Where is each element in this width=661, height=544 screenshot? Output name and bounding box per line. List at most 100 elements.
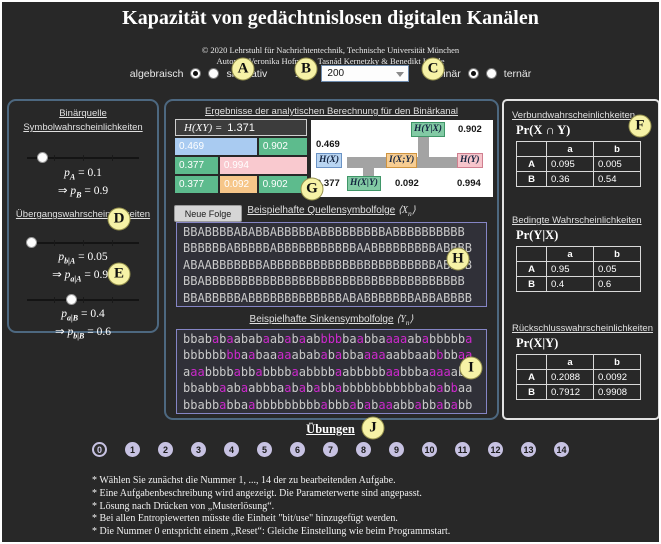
joint-prob-heading: Verbundwahrscheinlichkeiten — [512, 110, 636, 121]
prob-paB: pa|B = 0.4 — [61, 308, 105, 323]
exercise-button-0[interactable]: 0 — [92, 442, 107, 457]
exercise-button-4[interactable]: 4 — [224, 442, 239, 457]
diagram-connector-up — [418, 134, 429, 159]
exercise-button-8[interactable]: 8 — [356, 442, 371, 457]
sink-sequence-heading: Beispielhafte Sinkensymbolfolge ⟨Yn⟩ — [249, 314, 414, 327]
exercise-button-12[interactable]: 12 — [488, 442, 503, 457]
entropy-cell: 0.469 — [175, 138, 257, 155]
entropy-bar-table: H(XY) = 1.371 0.469 0.902 0.377 0.994 0.377 0… — [175, 119, 307, 195]
prob-pbB: ⇒ pb|B = 0.6 — [55, 326, 111, 341]
annotation-badge-i: I — [459, 356, 483, 380]
channel-radio-group: binär ternär — [437, 68, 531, 80]
exercise-button-3[interactable]: 3 — [191, 442, 206, 457]
probability-value: 0.54 — [593, 171, 641, 187]
channel-radio-binaer[interactable] — [467, 68, 479, 79]
new-sequence-button[interactable]: Neue Folge — [174, 205, 242, 222]
joint-prob-formula: Pr(X ∩ Y) — [516, 123, 571, 137]
inference-prob-table: a b A 0.2088 0.0092 B 0.7912 0.9908 — [512, 354, 641, 400]
footnote: * Bei allen Entropiewerten müsste die Ei… — [92, 513, 398, 525]
column-header: a — [546, 141, 594, 157]
diagram-hy-box: H(Y) — [457, 153, 483, 168]
prob-pB: ⇒ pB = 0.9 — [57, 185, 109, 200]
footnote: * Die Nummer 0 entspricht einem „Reset“:… — [92, 526, 451, 538]
diagram-ixy-box: I(X;Y) — [386, 153, 418, 168]
exercise-button-5[interactable]: 5 — [257, 442, 272, 457]
sink-sequence-line: bbbbbbbbaabaaaaababababbaaaaaabbaabbbbaa — [183, 348, 473, 363]
joint-prob-table: a b A 0.095 0.005 B 0.36 0.54 — [512, 141, 641, 187]
exercise-button-11[interactable]: 11 — [455, 442, 470, 457]
exercise-button-2[interactable]: 2 — [158, 442, 173, 457]
diagram-hxy-box: H(X|Y) — [347, 176, 381, 191]
row-header: B — [516, 276, 547, 292]
top-controls: algebraisch simulativ N = 200 binär tern… — [2, 65, 659, 82]
mode-radio-simulativ[interactable] — [208, 68, 220, 79]
exercise-button-14[interactable]: 14 — [554, 442, 569, 457]
sink-sequence-line: bbababaababaababaabbbbbaabbaaaaababbbbba — [183, 332, 473, 346]
pA-slider[interactable] — [25, 152, 141, 163]
slider-handle[interactable] — [37, 152, 49, 163]
diagram-hyx-box: H(Y|X) — [411, 122, 445, 137]
exercise-number-row: 0 1 2 3 4 5 6 7 8 9 10 11 12 13 14 — [2, 442, 659, 457]
annotation-badge-d: D — [107, 207, 131, 231]
entropy-cell: 0.902 — [258, 176, 307, 193]
prob-pbA: pb|A = 0.05 — [58, 251, 108, 266]
entropy-cell: 0.994 — [219, 157, 307, 174]
slider-handle[interactable] — [25, 237, 37, 248]
probability-table: a b A 0.2088 0.0092 B 0.7912 0.9908 — [516, 354, 641, 400]
probability-table: a b A 0.095 0.005 B 0.36 0.54 — [516, 141, 641, 187]
slider-handle[interactable] — [66, 294, 78, 305]
diagram-hx-box: H(X) — [316, 153, 343, 168]
column-header: a — [546, 246, 594, 262]
paB-slider[interactable] — [25, 294, 141, 305]
inference-prob-formula: Pr(X|Y) — [516, 336, 559, 350]
source-sequence-heading: Beispielhafte Quellensymbolfolge ⟨Xn⟩ — [247, 205, 416, 218]
exercise-button-9[interactable]: 9 — [389, 442, 404, 457]
row-header: B — [516, 171, 547, 187]
exercises-heading: Übungen — [306, 422, 355, 436]
annotation-badge-h: H — [446, 247, 470, 271]
column-header: b — [593, 141, 641, 157]
n-select[interactable]: 200 — [321, 65, 410, 82]
diagram-hxy-value: 0.377 — [316, 178, 340, 189]
entropy-cell: 0.377 — [175, 176, 219, 193]
mode-option-label-algebraisch: algebraisch — [129, 67, 184, 80]
authors-line: Autoren: Veronika Hofmann, Tasnád Kernet… — [216, 56, 445, 66]
column-header: a — [546, 354, 594, 370]
probability-value: 0.0092 — [593, 369, 641, 385]
probability-value: 0.7912 — [546, 384, 594, 400]
entropy-total: H(XY) = 1.371 — [175, 119, 307, 136]
footnote: * Lösung nach Drücken von „Musterlösung“… — [92, 500, 275, 512]
transition-prob-heading: Übergangswahrscheinlichkeiten — [15, 209, 151, 220]
sink-sequence-box: bbababaababaababaabbbbbaabbaaaaababbbbba… — [176, 329, 487, 414]
footnotes: * Wählen Sie zunächst die Nummer 1, ...,… — [92, 475, 592, 539]
entropy-cell: 0.377 — [175, 157, 218, 174]
pbA-slider[interactable] — [25, 237, 141, 248]
exercise-button-1[interactable]: 1 — [125, 442, 140, 457]
channel-option-label-ternaer: ternär — [503, 67, 532, 80]
sink-sequence-line: bbabbabbaabbbbbbbbbabbbababaaabbabbababb — [183, 397, 473, 412]
exercise-button-6[interactable]: 6 — [290, 442, 305, 457]
entropy-cell: 0.092 — [220, 176, 257, 193]
entropy-cell: 0.902 — [258, 138, 307, 155]
mode-radio-algebraisch[interactable] — [190, 68, 202, 79]
channel-radio-ternaer[interactable] — [485, 68, 497, 79]
copyright-line: © 2020 Lehrstuhl für Nachrichtentechnik,… — [201, 45, 460, 55]
exercise-button-13[interactable]: 13 — [521, 442, 536, 457]
probability-value: 0.6 — [593, 276, 641, 292]
source-sequence-line: ABAABBBBBBBABBBBBBBBBBBBBBBBBBBBBBBABBBB — [183, 257, 472, 272]
probability-value: 0.95 — [546, 261, 594, 277]
entropy-diagram: H(Y|X) 0.902 0.469 H(X) I(X;Y) H(Y) 0.37… — [311, 120, 493, 197]
exercise-button-10[interactable]: 10 — [422, 442, 437, 457]
prob-paA: ⇒ pa|A = 0.95 — [52, 269, 114, 284]
column-header: b — [593, 354, 641, 370]
row-header: A — [516, 369, 547, 385]
sink-sequence-line: bbabbaabaabbbaabababbabbbbbbbbbbbababbaa — [183, 381, 473, 396]
annotation-badge-c: C — [421, 57, 445, 81]
footnote: * Wählen Sie zunächst die Nummer 1, ...,… — [92, 475, 396, 486]
column-header: b — [593, 246, 641, 262]
probability-value: 0.2088 — [546, 369, 594, 385]
chevron-down-icon — [396, 72, 405, 77]
probability-value: 0.095 — [546, 156, 594, 172]
exercise-button-7[interactable]: 7 — [323, 442, 338, 457]
